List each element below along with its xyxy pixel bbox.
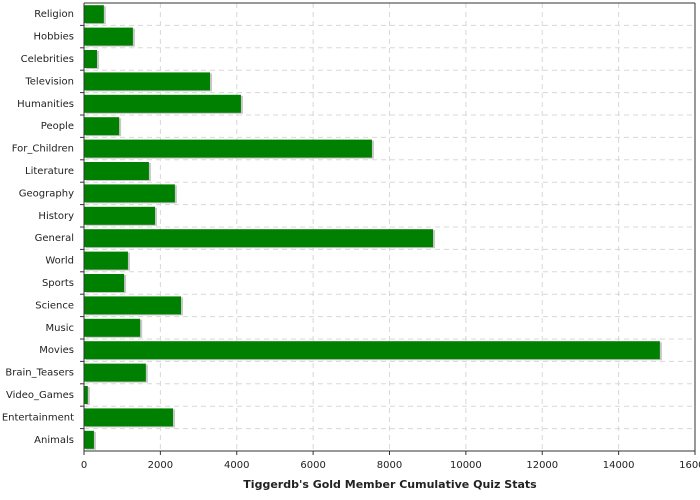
- x-tick-label: 2000: [148, 460, 173, 471]
- x-tick-label: 14000: [603, 460, 635, 471]
- y-tick-label: Science: [35, 300, 74, 311]
- bar: [84, 162, 149, 180]
- x-tick-label: 10000: [450, 460, 482, 471]
- bar: [84, 206, 156, 225]
- chart-title: Tiggerdb's Gold Member Cumulative Quiz S…: [243, 478, 537, 491]
- y-tick-label: Hobbies: [34, 32, 74, 43]
- y-tick-label: Animals: [34, 435, 74, 446]
- y-tick-label: Brain_Teasers: [5, 368, 74, 379]
- y-tick-label: General: [35, 233, 74, 244]
- x-tick-label: 12000: [526, 460, 558, 471]
- y-tick-label: Movies: [39, 345, 74, 356]
- x-tick-label: 0: [81, 460, 87, 471]
- bar: [84, 408, 173, 427]
- bar: [84, 363, 146, 382]
- y-tick-label: Sports: [42, 278, 74, 289]
- bar: [84, 27, 133, 46]
- bar: [84, 341, 660, 360]
- y-tick-label: For_Children: [12, 144, 74, 155]
- bar: [84, 229, 434, 248]
- bar: [84, 251, 128, 270]
- bar: [84, 117, 120, 136]
- y-tick-label: Humanities: [17, 99, 74, 110]
- bar: [84, 5, 104, 24]
- x-tick-label: 6000: [300, 460, 325, 471]
- y-tick-label: World: [45, 256, 74, 267]
- y-tick-label: People: [41, 121, 74, 132]
- x-tick-label: 4000: [224, 460, 249, 471]
- bar: [84, 296, 181, 315]
- x-tick-label: 16000: [679, 460, 700, 471]
- y-tick-label: Entertainment: [2, 412, 74, 423]
- bar: [84, 318, 141, 337]
- y-tick-label: Video_Games: [6, 390, 74, 401]
- bar: [84, 274, 125, 292]
- y-tick-label: Music: [46, 323, 74, 334]
- y-tick-label: Geography: [19, 188, 74, 199]
- y-tick-label: History: [38, 211, 74, 222]
- bar: [84, 72, 211, 91]
- x-tick-label: 8000: [377, 460, 402, 471]
- bar: [84, 184, 175, 203]
- y-tick-label: Celebrities: [21, 54, 74, 65]
- bar: [84, 139, 372, 158]
- bar: [84, 386, 88, 404]
- bar: [84, 94, 241, 113]
- y-tick-label: Television: [24, 76, 74, 87]
- y-tick-label: Religion: [34, 9, 74, 20]
- bar: [84, 50, 97, 68]
- y-tick-label: Literature: [25, 166, 74, 177]
- bar: [84, 430, 94, 449]
